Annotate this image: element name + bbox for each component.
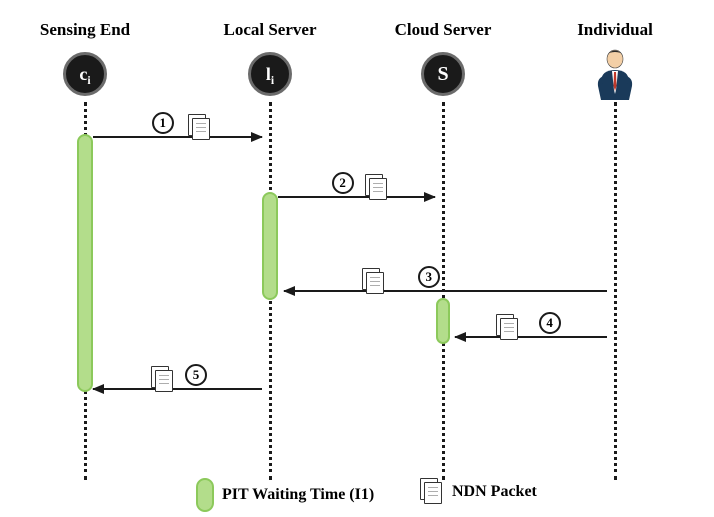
node-sensing: ci	[63, 52, 107, 96]
packet-icon-step-4	[496, 314, 520, 342]
legend-packet-label: NDN Packet	[452, 483, 537, 501]
pit-bar-cloud	[436, 298, 450, 344]
step-circle-1: 1	[152, 112, 174, 134]
packet-icon-step-5	[151, 366, 175, 394]
node-cloud: S	[421, 52, 465, 96]
header-individual: Individual	[555, 20, 675, 40]
legend-pit-swatch	[196, 478, 214, 512]
pit-bar-sensing	[77, 134, 93, 392]
arrow-1	[93, 136, 262, 138]
legend-packet: NDN Packet	[420, 478, 537, 506]
node-local: li	[248, 52, 292, 96]
legend-packet-icon	[420, 478, 444, 506]
header-cloud: Cloud Server	[383, 20, 503, 40]
pit-bar-local	[262, 192, 278, 300]
arrow-2	[278, 196, 435, 198]
packet-icon-step-3	[362, 268, 386, 296]
legend-pit: PIT Waiting Time (I1)	[196, 478, 374, 512]
header-local: Local Server	[210, 20, 330, 40]
node-sensing-label-sub: i	[87, 74, 90, 87]
lifeline-individual	[614, 102, 617, 480]
node-sensing-label-main: c	[79, 64, 87, 85]
node-cloud-label-main: S	[437, 63, 448, 86]
legend-pit-label: PIT Waiting Time (I1)	[222, 486, 374, 504]
step-circle-5: 5	[185, 364, 207, 386]
step-circle-4: 4	[539, 312, 561, 334]
step-circle-3: 3	[418, 266, 440, 288]
step-circle-2: 2	[332, 172, 354, 194]
arrow-3	[284, 290, 607, 292]
arrow-5	[93, 388, 262, 390]
packet-icon-step-2	[365, 174, 389, 202]
header-sensing: Sensing End	[25, 20, 145, 40]
arrow-4	[455, 336, 607, 338]
node-local-label-sub: i	[271, 74, 274, 87]
individual-icon	[594, 48, 636, 100]
packet-icon-step-1	[188, 114, 212, 142]
